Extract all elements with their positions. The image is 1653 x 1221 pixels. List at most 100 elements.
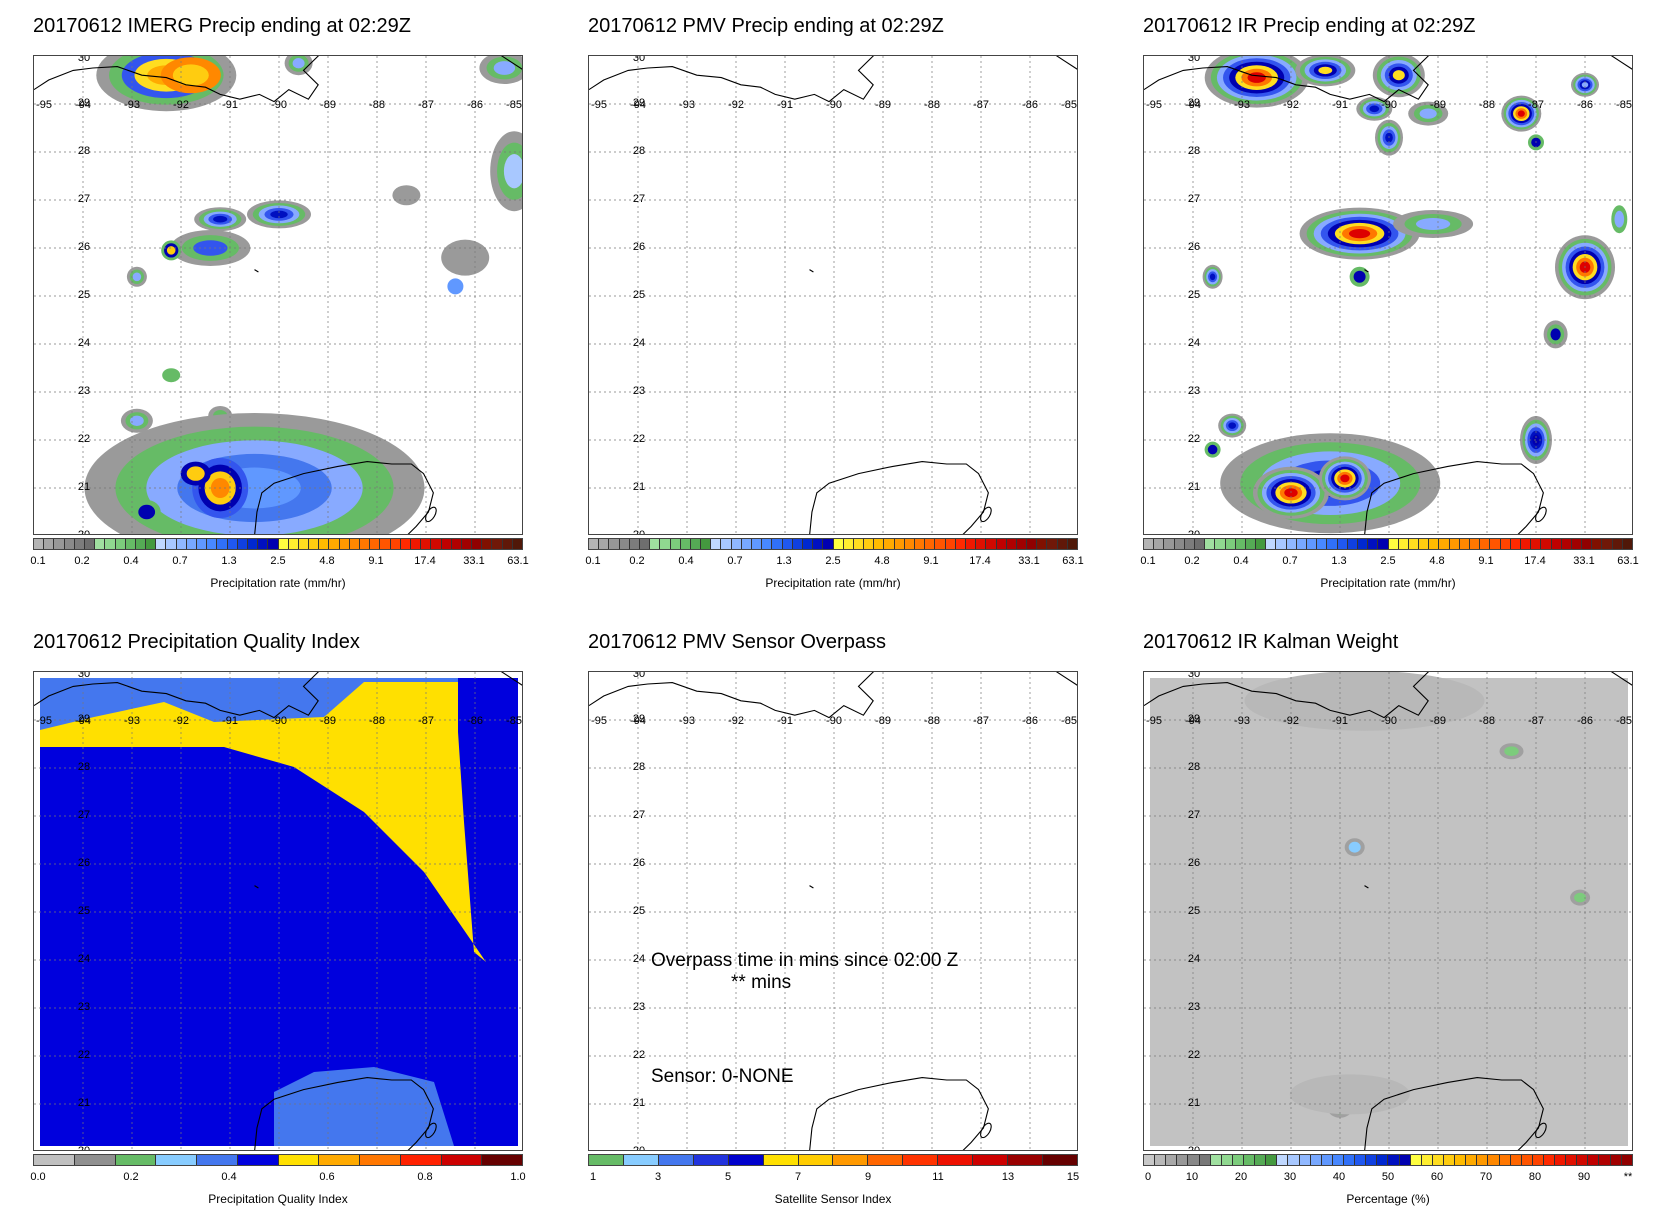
colorbar-segment [237, 1155, 279, 1165]
colorbar-segment [1256, 539, 1267, 549]
map-panel-sensor: 20170612 PMV Sensor Overpass 30 29 28 27 26 25… [588, 631, 1108, 1221]
map-panel-ir: 20170612 IR Precip ending at 02:29Z 30 29 2… [1140, 15, 1653, 605]
lon-label: -94 [75, 715, 91, 727]
colorbar-segment [380, 539, 391, 549]
colorbar-tick: 17.4 [1524, 555, 1546, 567]
colorbar-tick: 0.4 [123, 555, 139, 567]
colorbar-segment [400, 1155, 442, 1165]
colorbar-tick: 40 [1332, 1171, 1346, 1183]
colorbar-segment [1612, 539, 1623, 549]
colorbar-segment [146, 539, 157, 549]
colorbar-segment [1343, 1155, 1356, 1165]
colorbar [588, 538, 1078, 550]
lon-label: -91 [222, 715, 238, 727]
colorbar-segment [833, 539, 844, 549]
colorbar-segment [1592, 539, 1603, 549]
colorbar-tick: 0.1 [1140, 555, 1156, 567]
colorbar-segment [1366, 1155, 1378, 1165]
colorbar-segment [690, 539, 702, 549]
colorbar-tick: 60 [1430, 1171, 1444, 1183]
lon-label: -91 [777, 99, 793, 111]
colorbar-segment [1288, 1155, 1300, 1165]
lat-label: 27 [1188, 193, 1200, 205]
lon-label: -93 [679, 99, 695, 111]
lat-label: 28 [1188, 761, 1200, 773]
colorbar-segment [728, 1155, 764, 1165]
panel-title: 20170612 PMV Sensor Overpass [588, 631, 886, 653]
lon-label: -88 [924, 99, 940, 111]
panel-title: 20170612 Precipitation Quality Index [33, 631, 360, 653]
map-plot: 30 29 28 27 26 25 24 23 22 21 20 -95 -94 -93 -92 -91 -90… [1143, 671, 1633, 1151]
colorbar-segment [1532, 1155, 1544, 1165]
colorbar-tick: 17.4 [969, 555, 991, 567]
lat-label: 21 [1188, 1097, 1200, 1109]
colorbar-tick: 63.1 [1062, 555, 1084, 567]
colorbar-segment [1410, 1155, 1422, 1165]
map-panel-kalman: 20170612 IR Kalman Weight 30 29 28 27 26 25 24 2… [1143, 631, 1653, 1221]
colorbar [588, 1154, 1078, 1166]
colorbar-segment [1377, 1155, 1389, 1165]
lon-label: -93 [124, 99, 140, 111]
colorbar-segment [864, 539, 875, 549]
colorbar-segment [64, 539, 75, 549]
colorbar-segment [1543, 1155, 1556, 1165]
colorbar-segment [1296, 539, 1307, 549]
colorbar-segment [623, 1155, 659, 1165]
colorbar-segment [309, 539, 320, 549]
lat-label: 23 [633, 1001, 645, 1013]
colorbar-segment [1621, 1155, 1632, 1165]
lat-label: 21 [1188, 481, 1200, 493]
lon-label: -92 [728, 715, 744, 727]
lon-label: -93 [1234, 715, 1250, 727]
lon-label: -88 [1479, 715, 1495, 727]
colorbar-segment [1439, 539, 1450, 549]
lon-label: -89 [875, 715, 891, 727]
lat-label: 26 [1188, 241, 1200, 253]
colorbar-segment [670, 539, 681, 549]
lat-label: 20 [1188, 529, 1200, 535]
colorbar-segment [451, 539, 462, 549]
colorbar-tick: 9 [864, 1171, 872, 1183]
coastline [34, 56, 522, 534]
colorbar-tick: 0.8 [417, 1171, 433, 1183]
lat-label: 28 [78, 761, 90, 773]
lon-label: -88 [924, 715, 940, 727]
colorbar-segment [1499, 1155, 1511, 1165]
colorbar [1143, 1154, 1633, 1166]
gridlines [589, 672, 1077, 1150]
colorbar-segment [349, 539, 360, 549]
colorbar-segment [186, 539, 197, 549]
colorbar-segment [1332, 1155, 1344, 1165]
colorbar-segment [44, 539, 55, 549]
colorbar-segment [1037, 539, 1048, 549]
lon-label: -90 [271, 99, 287, 111]
colorbar-label: Precipitation Quality Index [208, 1192, 348, 1206]
colorbar-tick: 4.8 [319, 555, 335, 567]
colorbar-segment [288, 539, 299, 549]
colorbar-tick: 1.0 [510, 1171, 526, 1183]
lon-label: -94 [630, 99, 646, 111]
map-svg: 30 29 28 27 26 25 24 23 22 21 20 -95 -94 -93 -92 -91 -90… [1144, 672, 1632, 1150]
colorbar-segment [1599, 1155, 1611, 1165]
lat-label: 22 [633, 433, 645, 445]
gridlines [34, 56, 522, 534]
colorbar-segment [976, 539, 987, 549]
colorbar-segment [1235, 539, 1246, 549]
colorbar-segment [1521, 1155, 1533, 1165]
colorbar-tick: 0.4 [1233, 555, 1249, 567]
map-plot: 30 29 28 27 26 25 24 23 22 21 20 -95 -94 -93 -92 -91 -90… [33, 671, 523, 1151]
colorbar-tick: 1 [589, 1171, 597, 1183]
lat-label: 27 [78, 193, 90, 205]
colorbar-segment [1255, 1155, 1267, 1165]
lon-label: -93 [124, 715, 140, 727]
colorbar-segment [650, 539, 661, 549]
precip-field [1202, 56, 1628, 534]
colorbar-segment [1276, 539, 1287, 549]
lat-label: 24 [1188, 337, 1200, 349]
colorbar-tick: 11 [932, 1171, 944, 1183]
map-svg: 30 29 28 27 26 25 24 23 22 21 20 -95 -94 -93 -92 -91 -90… [589, 56, 1077, 534]
colorbar-segment [1378, 539, 1389, 549]
panel-title: 20170612 PMV Precip ending at 02:29Z [588, 15, 944, 37]
colorbar-tick: 90 [1577, 1171, 1591, 1183]
colorbar-segment [1027, 539, 1038, 549]
